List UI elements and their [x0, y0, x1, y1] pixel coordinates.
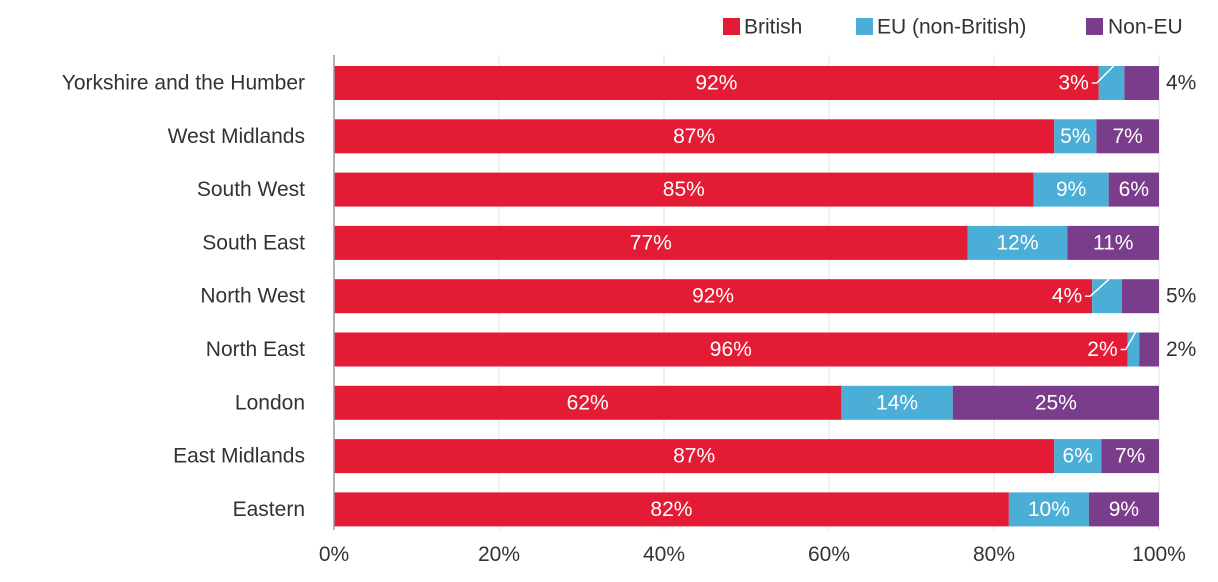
- bar-segment-british: [334, 385, 842, 420]
- data-label-non-eu: 5%: [1166, 285, 1196, 308]
- bar-segment-british: [334, 66, 1099, 100]
- data-label-british: 96%: [710, 338, 752, 361]
- bar-segment-eu-non-british: [1008, 492, 1089, 527]
- data-label-eu-non-british: 14%: [876, 391, 918, 414]
- category-labels: Yorkshire and the Humber West Midlands Sou…: [62, 72, 305, 521]
- bar-segment-british: [334, 439, 1055, 474]
- data-label-eu-non-british: 6%: [1063, 445, 1093, 468]
- bar-segment-british: [334, 119, 1055, 154]
- bar-segment-non-eu: [1101, 439, 1159, 474]
- data-label-british: 92%: [692, 285, 734, 308]
- category-label-north-east: North East: [206, 338, 305, 361]
- legend-label-non-eu: Non-EU: [1108, 16, 1183, 39]
- bar-segment-eu-non-british: [841, 385, 953, 420]
- data-label-british: 82%: [650, 498, 692, 521]
- legend: British EU (non-British) Non-EU: [723, 16, 1183, 39]
- category-label-yorkshire-and-the-humber: Yorkshire and the Humber: [62, 72, 305, 95]
- bar-segment-british: [334, 492, 1009, 527]
- legend-label-eu-non-british: EU (non-British): [877, 16, 1026, 39]
- data-label-non-eu: 4%: [1166, 72, 1196, 95]
- bar-segment-non-eu: [952, 385, 1159, 420]
- category-label-east-midlands: East Midlands: [173, 445, 305, 468]
- bar-segment-non-eu: [1108, 172, 1159, 207]
- data-label-eu-non-british: 9%: [1056, 178, 1086, 201]
- x-tick-label: 20%: [478, 543, 520, 566]
- data-label-british: 62%: [567, 391, 609, 414]
- bar-segment-non-eu: [1139, 332, 1159, 367]
- data-label-non-eu: 6%: [1119, 178, 1149, 201]
- data-label-eu-non-british: 5%: [1060, 125, 1090, 148]
- bar-segment-british: [334, 172, 1034, 207]
- category-label-west-midlands: West Midlands: [168, 125, 305, 148]
- data-label-non-eu: 11%: [1093, 231, 1133, 254]
- category-label-south-east: South East: [202, 231, 305, 254]
- category-label-eastern: Eastern: [233, 498, 305, 521]
- leader-lines: [1085, 65, 1137, 351]
- x-tick-label: 80%: [973, 543, 1015, 566]
- x-tick-label: 40%: [643, 543, 685, 566]
- leader-line: [1120, 332, 1137, 351]
- data-label-british: 85%: [663, 178, 705, 201]
- data-label-non-eu: 7%: [1112, 125, 1142, 148]
- bar-segment-non-eu: [1088, 492, 1159, 527]
- x-tick-label: 60%: [808, 543, 850, 566]
- bar-segment-non-eu: [1067, 225, 1159, 260]
- x-tick-labels: 0% 20% 40% 60% 80% 100%: [319, 543, 1186, 566]
- data-label-eu-non-british: 10%: [1028, 498, 1070, 521]
- data-label-british: 77%: [630, 231, 672, 254]
- data-label-eu-non-british: 4%: [1052, 285, 1082, 308]
- legend-label-british: British: [744, 16, 802, 39]
- bar-segment-non-eu: [1096, 119, 1159, 154]
- data-label-non-eu: 7%: [1115, 445, 1145, 468]
- bar-segment-british: [334, 332, 1128, 367]
- x-tick-label: 0%: [319, 543, 349, 566]
- data-label-non-eu: 9%: [1109, 498, 1139, 521]
- bar-segment-eu-non-british: [1127, 332, 1140, 367]
- bar-segment-non-eu: [1121, 279, 1159, 314]
- category-label-london: London: [235, 391, 305, 414]
- bar-segment-non-eu: [1124, 66, 1159, 100]
- bar-segment-eu-non-british: [1054, 119, 1097, 154]
- legend-swatch-british: [723, 18, 740, 35]
- data-label-british: 92%: [695, 72, 737, 95]
- data-label-non-eu: 25%: [1035, 391, 1077, 414]
- legend-swatch-non-eu: [1086, 18, 1103, 35]
- bar-segment-british: [334, 225, 968, 260]
- data-label-eu-non-british: 2%: [1087, 338, 1117, 361]
- bar-segment-eu-non-british: [1054, 439, 1102, 474]
- data-label-british: 87%: [673, 445, 715, 468]
- data-label-eu-non-british: 12%: [996, 231, 1038, 254]
- data-label-british: 87%: [673, 125, 715, 148]
- data-label-eu-non-british: 3%: [1058, 72, 1088, 95]
- category-label-north-west: North West: [200, 285, 305, 308]
- bar-segment-eu-non-british: [1092, 279, 1122, 314]
- bar-segment-eu-non-british: [967, 225, 1068, 260]
- bar-segment-eu-non-british: [1033, 172, 1109, 207]
- leader-line: [1091, 65, 1115, 84]
- bar-segment-eu-non-british: [1098, 66, 1125, 100]
- leader-line: [1085, 278, 1110, 297]
- bar-segments: [334, 66, 1159, 527]
- data-label-non-eu: 2%: [1166, 338, 1196, 361]
- bar-segment-british: [334, 279, 1093, 314]
- x-tick-label: 100%: [1132, 543, 1186, 566]
- data-labels: 92% 3% 4% 87% 5% 7% 85% 9% 6% 77% 12% 11% 92% 4% 5% 96%…: [567, 72, 1197, 521]
- category-label-south-west: South West: [197, 178, 305, 201]
- legend-swatch-eu-non-british: [856, 18, 873, 35]
